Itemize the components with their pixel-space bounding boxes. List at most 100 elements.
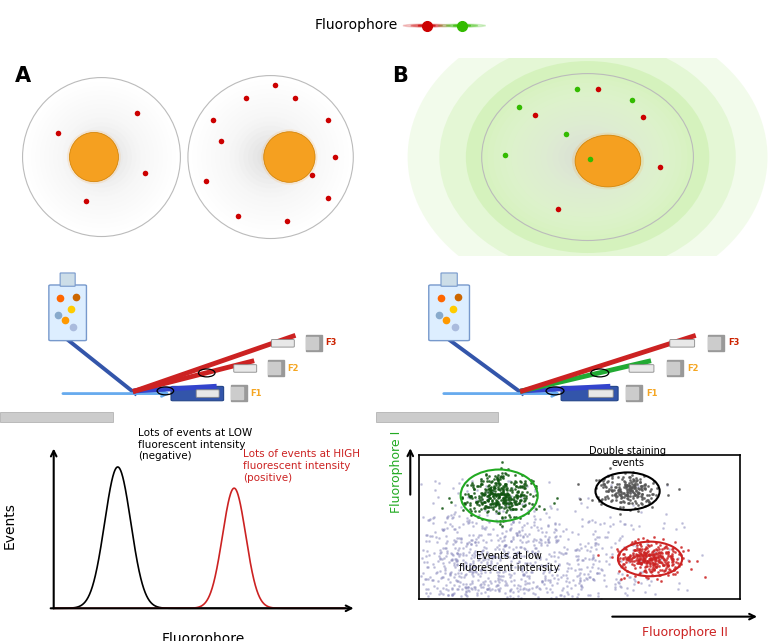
Point bbox=[425, 531, 438, 541]
Point bbox=[633, 556, 646, 567]
Ellipse shape bbox=[576, 148, 599, 166]
Point bbox=[615, 488, 627, 499]
Point bbox=[467, 480, 479, 490]
Point bbox=[503, 542, 515, 552]
Point bbox=[464, 490, 477, 501]
Point bbox=[466, 584, 478, 594]
Point bbox=[662, 560, 674, 570]
Point bbox=[471, 512, 484, 522]
Point bbox=[500, 492, 512, 502]
Point bbox=[491, 517, 503, 527]
Point bbox=[518, 495, 531, 505]
Point bbox=[623, 553, 636, 563]
Point bbox=[644, 558, 656, 568]
Point bbox=[604, 521, 616, 531]
Point bbox=[452, 545, 464, 555]
Point bbox=[437, 543, 449, 553]
Point bbox=[672, 584, 684, 594]
Point bbox=[488, 498, 500, 508]
Point bbox=[618, 476, 630, 487]
Point bbox=[658, 560, 670, 570]
Point bbox=[497, 488, 510, 498]
Point bbox=[509, 562, 521, 572]
Point bbox=[597, 474, 610, 485]
Point bbox=[465, 583, 478, 594]
Point bbox=[495, 483, 507, 493]
Point bbox=[497, 541, 510, 551]
Point bbox=[451, 560, 464, 570]
Point bbox=[595, 480, 608, 490]
Point bbox=[619, 519, 631, 529]
FancyBboxPatch shape bbox=[376, 412, 498, 422]
Point bbox=[460, 561, 472, 571]
Point bbox=[619, 551, 631, 562]
Text: F3: F3 bbox=[728, 338, 739, 347]
Text: F1: F1 bbox=[647, 388, 658, 397]
Point bbox=[626, 553, 639, 563]
Point bbox=[609, 488, 622, 499]
Point bbox=[480, 584, 493, 594]
Point bbox=[536, 576, 548, 586]
Point bbox=[474, 492, 487, 502]
Ellipse shape bbox=[272, 140, 307, 174]
Point bbox=[541, 535, 554, 545]
Ellipse shape bbox=[62, 117, 141, 197]
Point bbox=[507, 544, 519, 554]
Point bbox=[645, 484, 658, 494]
Point bbox=[539, 553, 552, 563]
Point bbox=[505, 476, 518, 487]
Point bbox=[483, 500, 496, 510]
Point bbox=[493, 567, 505, 577]
Point bbox=[627, 552, 640, 562]
Point bbox=[532, 545, 544, 556]
Point bbox=[644, 561, 656, 571]
Point bbox=[592, 550, 604, 560]
Point bbox=[497, 513, 510, 524]
Point bbox=[553, 547, 565, 558]
Point bbox=[539, 508, 552, 519]
Point bbox=[532, 594, 544, 604]
Point bbox=[458, 570, 471, 580]
Point bbox=[493, 479, 505, 490]
Point bbox=[476, 523, 489, 533]
Ellipse shape bbox=[488, 78, 687, 236]
Point bbox=[460, 558, 473, 568]
Point bbox=[683, 556, 695, 566]
Point bbox=[635, 559, 648, 569]
Point bbox=[511, 499, 523, 509]
Point bbox=[625, 520, 637, 530]
Point bbox=[509, 484, 521, 494]
Point bbox=[638, 501, 651, 511]
Point bbox=[622, 484, 634, 494]
Ellipse shape bbox=[466, 61, 709, 253]
Point bbox=[433, 551, 446, 562]
Point bbox=[596, 543, 608, 553]
Point bbox=[521, 578, 533, 588]
Point bbox=[477, 545, 489, 556]
Point bbox=[659, 554, 672, 565]
Point bbox=[648, 553, 660, 563]
Point bbox=[478, 488, 491, 499]
Point bbox=[493, 585, 506, 595]
Point bbox=[627, 549, 640, 559]
Point bbox=[631, 540, 644, 550]
Point bbox=[495, 562, 507, 572]
Point bbox=[561, 572, 573, 583]
Point bbox=[445, 555, 457, 565]
Point bbox=[647, 562, 659, 572]
Point bbox=[621, 553, 633, 563]
Point bbox=[617, 554, 630, 564]
Point bbox=[560, 524, 572, 535]
Point bbox=[461, 480, 474, 490]
Ellipse shape bbox=[590, 147, 626, 175]
Point bbox=[467, 558, 479, 568]
Point bbox=[539, 583, 552, 594]
Point bbox=[562, 577, 575, 587]
Point bbox=[520, 537, 532, 547]
Point bbox=[627, 556, 640, 566]
Point bbox=[529, 581, 542, 592]
Point bbox=[499, 492, 511, 502]
Point bbox=[681, 554, 694, 565]
Point bbox=[441, 523, 453, 533]
Point bbox=[485, 563, 498, 574]
